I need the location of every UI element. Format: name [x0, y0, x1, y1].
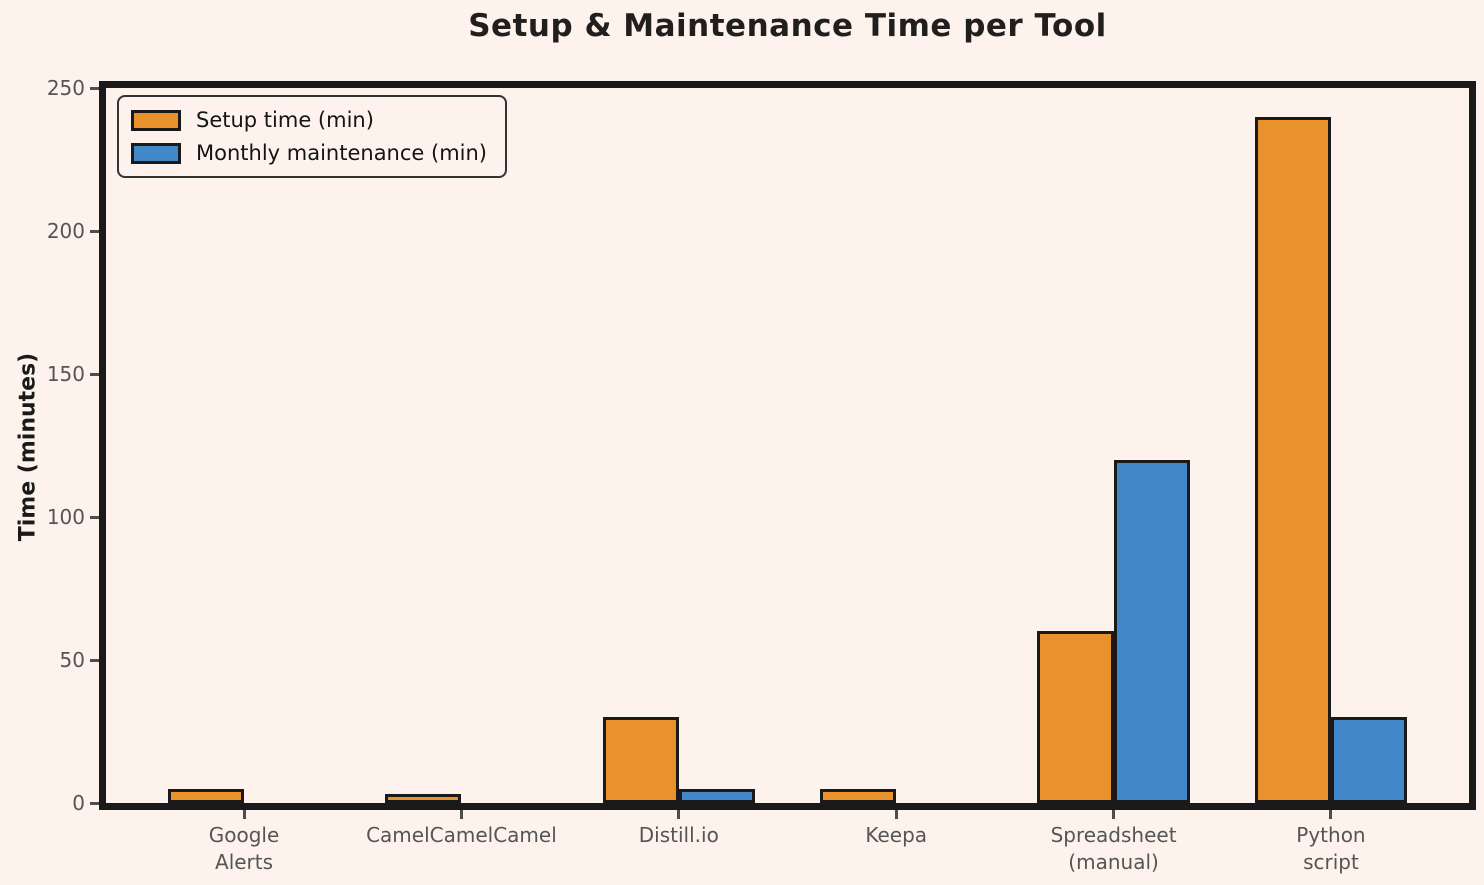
y-tick: [90, 515, 99, 519]
bar-monthly-spreadsheet-manual: [1113, 459, 1190, 803]
legend-label-maintenance: Monthly maintenance (min): [196, 141, 487, 165]
bar-setup-keepa: [820, 788, 897, 803]
legend-label-setup: Setup time (min): [196, 108, 374, 132]
legend-swatch-maintenance: [131, 142, 181, 164]
bar-setup-google-alerts: [167, 788, 245, 803]
x-tick: [677, 810, 681, 819]
y-tick: [90, 86, 99, 90]
legend-item-setup: Setup time (min): [131, 108, 487, 132]
x-tick-label-camelcamelcamel: CamelCamelCamel: [366, 823, 557, 847]
bar-setup-python-script: [1254, 116, 1331, 803]
bar-setup-distill-io: [602, 717, 679, 803]
y-tick: [90, 372, 99, 376]
x-tick-label-google-alerts: Google Alerts: [208, 823, 280, 874]
x-tick: [459, 810, 463, 819]
y-tick-label: 50: [59, 648, 85, 672]
y-tick-label: 250: [46, 76, 85, 100]
chart-title: Setup & Maintenance Time per Tool: [468, 8, 1107, 44]
x-tick: [1112, 810, 1116, 819]
bar-setup-spreadsheet-manual: [1037, 631, 1114, 803]
x-tick: [242, 810, 246, 819]
x-tick-label-distill-io: Distill.io: [638, 823, 719, 847]
x-tick-label-python-script: Python script: [1296, 823, 1366, 874]
x-tick: [1329, 810, 1333, 819]
x-tick: [894, 810, 898, 819]
y-tick-label: 150: [46, 362, 85, 386]
y-tick: [90, 801, 99, 805]
x-tick-label-keepa: Keepa: [865, 823, 928, 847]
y-tick: [90, 229, 99, 233]
y-tick-label: 100: [46, 505, 85, 529]
legend-item-maintenance: Monthly maintenance (min): [131, 141, 487, 165]
legend: Setup time (min) Monthly maintenance (mi…: [117, 95, 507, 178]
y-tick-label: 0: [72, 791, 85, 815]
y-tick-label: 200: [46, 219, 85, 243]
bar-setup-camelcamelcamel: [385, 794, 462, 803]
legend-swatch-setup: [131, 109, 181, 131]
x-tick-label-spreadsheet-manual: Spreadsheet (manual): [1050, 823, 1177, 874]
plot-area: Setup time (min) Monthly maintenance (mi…: [47, 76, 1476, 874]
bar-monthly-distill-io: [678, 788, 755, 803]
bar-monthly-python-script: [1330, 717, 1408, 803]
y-tick: [90, 658, 99, 662]
